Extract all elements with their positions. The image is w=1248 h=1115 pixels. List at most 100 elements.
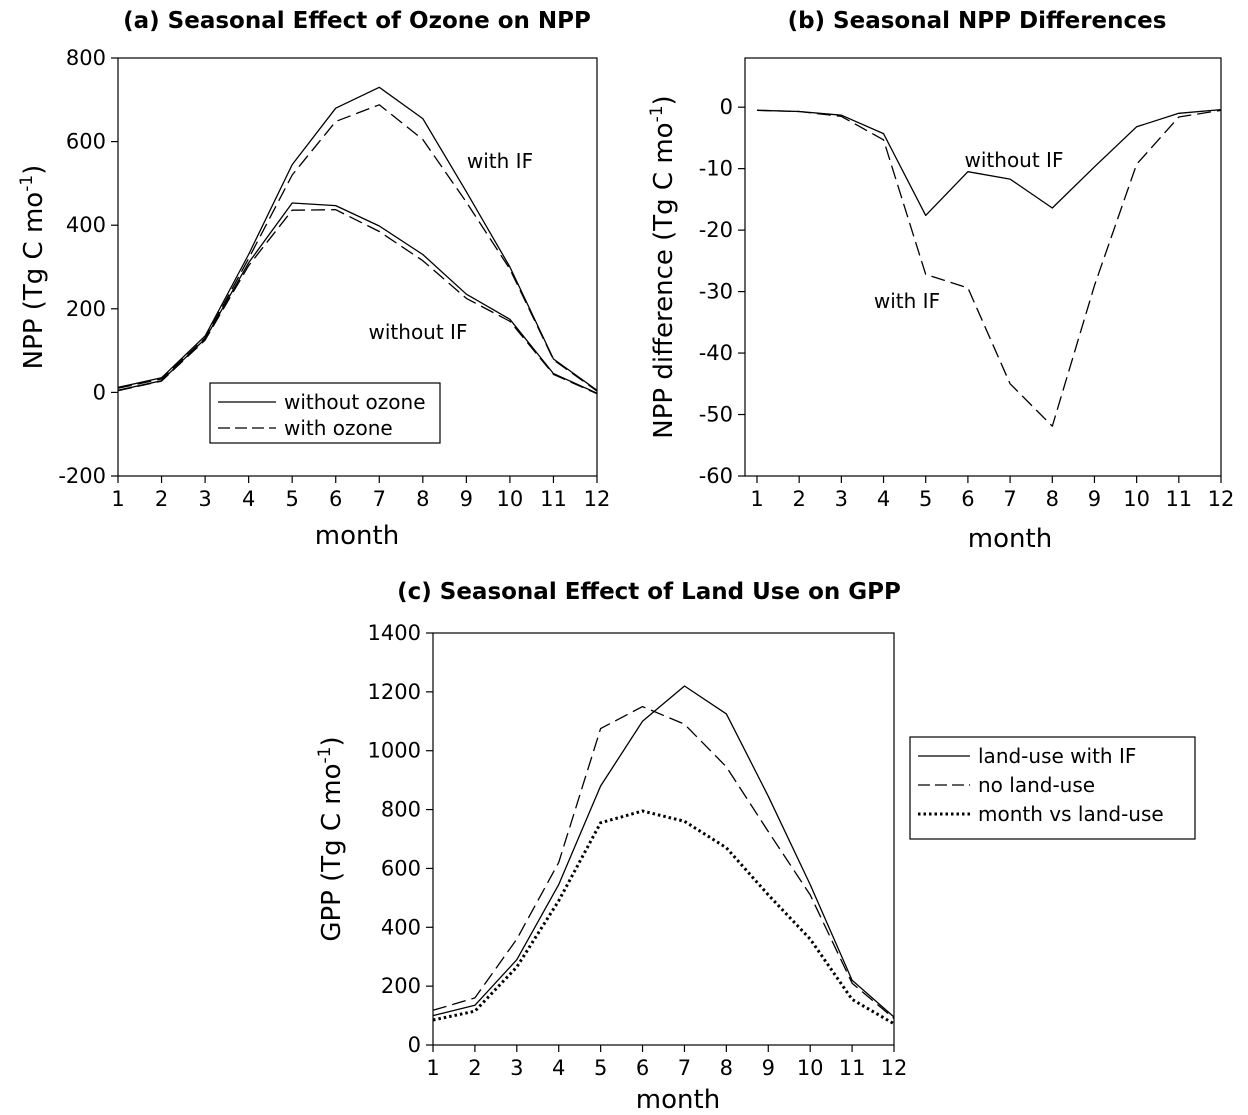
y-axis-label-main: NPP (Tg C mo bbox=[19, 192, 49, 370]
x-tick-label: 11 bbox=[839, 1056, 866, 1080]
x-tick-label: 12 bbox=[1208, 487, 1235, 511]
y-tick-label: 0 bbox=[93, 380, 106, 404]
x-tick-label: 11 bbox=[1165, 487, 1192, 511]
legend: land-use with IF no land-use month vs land… bbox=[909, 736, 1196, 840]
y-tick-label: 1200 bbox=[368, 680, 421, 704]
series-line-0 bbox=[756, 108, 1222, 217]
annotation-label: with IF bbox=[467, 149, 533, 173]
y-axis-label-exponent: -1 bbox=[17, 175, 37, 192]
x-tick-label: 10 bbox=[497, 487, 524, 511]
series-line-1 bbox=[432, 705, 895, 1019]
series-line-2 bbox=[117, 202, 598, 394]
y-tick-label: 400 bbox=[66, 213, 106, 237]
y-tick-label: -10 bbox=[699, 157, 733, 181]
x-tick-label: 2 bbox=[468, 1056, 481, 1080]
y-axis-label: NPP (Tg C mo-1) bbox=[17, 165, 49, 370]
chart-title: (c) Seasonal Effect of Land Use on GPP bbox=[397, 579, 901, 605]
x-tick-label: 5 bbox=[594, 1056, 607, 1080]
y-tick-label: 600 bbox=[66, 130, 106, 154]
x-tick-label: 5 bbox=[919, 487, 932, 511]
x-tick-label: 12 bbox=[881, 1056, 908, 1080]
x-tick-label: 7 bbox=[678, 1056, 691, 1080]
y-tick-label: 600 bbox=[381, 856, 421, 880]
x-tick-label: 5 bbox=[285, 487, 298, 511]
legend-label: no land-use bbox=[978, 773, 1095, 797]
y-axis-label-exponent: -1 bbox=[647, 105, 667, 122]
y-axis-label-exponent: -1 bbox=[315, 746, 335, 763]
chart-0: (a) Seasonal Effect of Ozone on NPP 1 2 3 4 5… bbox=[17, 8, 610, 551]
plot-frame bbox=[744, 57, 1222, 477]
x-tick-label: 3 bbox=[835, 487, 848, 511]
legend-label: land-use with IF bbox=[978, 744, 1136, 768]
y-tick-label: -200 bbox=[58, 464, 106, 488]
y-tick-label: 800 bbox=[381, 798, 421, 822]
series-label: without IF bbox=[965, 148, 1064, 172]
x-tick-label: 10 bbox=[797, 1056, 824, 1080]
series-line-2 bbox=[432, 809, 895, 1026]
annotation-label: without IF bbox=[369, 320, 468, 344]
legend-label: without ozone bbox=[284, 390, 426, 414]
legend-label: with ozone bbox=[284, 416, 393, 440]
y-tick-label: -40 bbox=[699, 341, 733, 365]
y-axis-label: NPP difference (Tg C mo-1) bbox=[647, 95, 679, 438]
x-tick-label: 1 bbox=[750, 487, 763, 511]
legend-label: month vs land-use bbox=[978, 802, 1164, 826]
y-tick-label: 1400 bbox=[368, 621, 421, 645]
x-axis-label: month bbox=[636, 1085, 720, 1115]
plot-frame bbox=[432, 632, 895, 1046]
x-tick-label: 11 bbox=[540, 487, 567, 511]
y-tick-label: 0 bbox=[408, 1033, 421, 1057]
y-tick-label: 1000 bbox=[368, 739, 421, 763]
y-tick-label: -50 bbox=[699, 403, 733, 427]
plot-frame bbox=[117, 57, 598, 477]
y-axis-label-main: GPP (Tg C mo bbox=[317, 763, 347, 941]
y-tick-label: 200 bbox=[381, 974, 421, 998]
y-axis-label-close: ) bbox=[649, 95, 679, 105]
x-tick-label: 6 bbox=[329, 487, 342, 511]
x-tick-label: 9 bbox=[460, 487, 473, 511]
x-tick-label: 8 bbox=[416, 487, 429, 511]
x-tick-label: 1 bbox=[426, 1056, 439, 1080]
y-tick-label: -60 bbox=[699, 464, 733, 488]
x-tick-label: 6 bbox=[636, 1056, 649, 1080]
chart-title: (a) Seasonal Effect of Ozone on NPP bbox=[123, 8, 591, 34]
series-line-0 bbox=[117, 86, 598, 391]
x-tick-label: 9 bbox=[762, 1056, 775, 1080]
x-tick-label: 4 bbox=[242, 487, 255, 511]
legend-box bbox=[209, 382, 441, 444]
x-tick-label: 6 bbox=[961, 487, 974, 511]
x-tick-label: 3 bbox=[510, 1056, 523, 1080]
series-line-1 bbox=[756, 109, 1222, 427]
y-tick-label: 800 bbox=[66, 46, 106, 70]
x-tick-label: 4 bbox=[877, 487, 890, 511]
y-tick-label: -20 bbox=[699, 218, 733, 242]
x-tick-label: 10 bbox=[1123, 487, 1150, 511]
x-tick-label: 2 bbox=[792, 487, 805, 511]
x-tick-label: 3 bbox=[198, 487, 211, 511]
x-axis-label: month bbox=[968, 524, 1052, 554]
y-axis-label-close: ) bbox=[317, 736, 347, 746]
x-tick-label: 8 bbox=[720, 1056, 733, 1080]
series-line-1 bbox=[117, 104, 598, 392]
y-axis-label: GPP (Tg C mo-1) bbox=[315, 736, 347, 941]
x-tick-label: 7 bbox=[373, 487, 386, 511]
y-tick-label: 0 bbox=[720, 95, 733, 119]
y-tick-label: -30 bbox=[699, 280, 733, 304]
y-tick-label: 400 bbox=[381, 915, 421, 939]
x-tick-label: 8 bbox=[1046, 487, 1059, 511]
y-tick-label: 200 bbox=[66, 297, 106, 321]
x-tick-label: 1 bbox=[111, 487, 124, 511]
y-axis-label-close: ) bbox=[19, 165, 49, 175]
y-axis-label-main: NPP difference (Tg C mo bbox=[649, 122, 679, 438]
x-tick-label: 4 bbox=[552, 1056, 565, 1080]
series-line-3 bbox=[117, 209, 598, 395]
series-label: with IF bbox=[874, 289, 940, 313]
x-tick-label: 7 bbox=[1003, 487, 1016, 511]
x-tick-label: 2 bbox=[155, 487, 168, 511]
chart-title: (b) Seasonal NPP Differences bbox=[788, 8, 1167, 34]
x-axis-label: month bbox=[315, 521, 399, 551]
